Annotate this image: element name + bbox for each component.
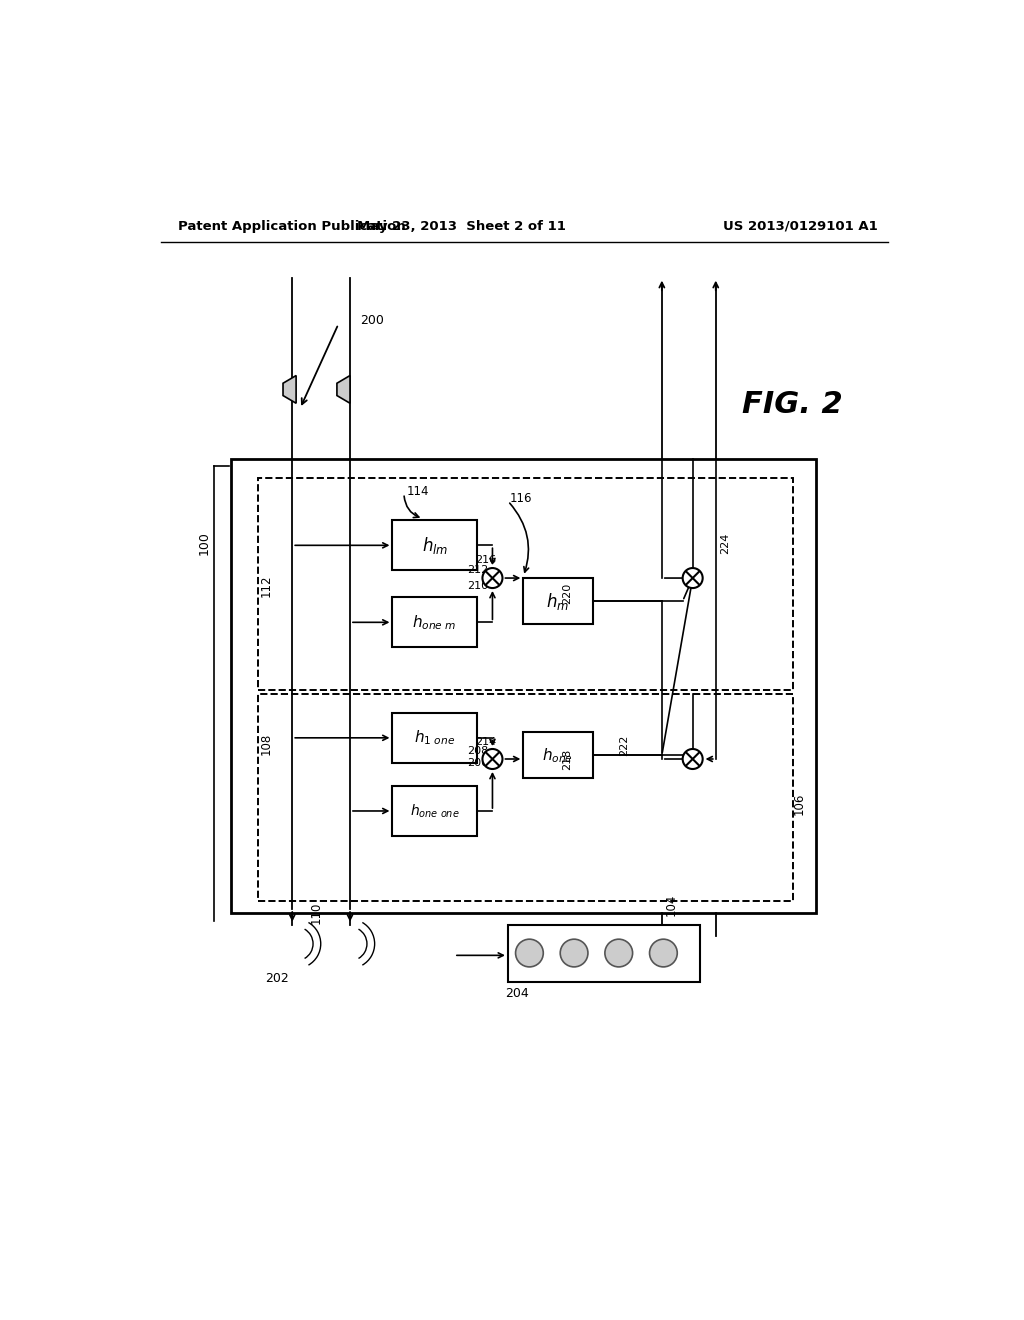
Bar <box>230 459 816 913</box>
Text: $h_{lm}$: $h_{lm}$ <box>422 535 447 556</box>
Text: $h_m$: $h_m$ <box>547 590 569 611</box>
Text: Patent Application Publication: Patent Application Publication <box>178 219 407 232</box>
Bar <box>523 733 593 779</box>
Polygon shape <box>337 376 350 404</box>
Circle shape <box>560 940 588 968</box>
Text: 212: 212 <box>467 565 488 576</box>
Text: 224: 224 <box>720 533 730 554</box>
Circle shape <box>482 748 503 770</box>
Circle shape <box>515 940 544 968</box>
Bar <box>508 924 700 982</box>
Text: 208: 208 <box>467 746 488 756</box>
Text: $h_{one\ m}$: $h_{one\ m}$ <box>413 612 457 632</box>
Text: 114: 114 <box>407 484 429 498</box>
Text: FIG. 2: FIG. 2 <box>742 391 843 420</box>
Circle shape <box>683 568 702 589</box>
Text: 100: 100 <box>198 532 210 556</box>
Polygon shape <box>283 376 296 404</box>
Bar <box>258 478 793 689</box>
Text: 214: 214 <box>475 737 497 747</box>
Text: $h_{one}$: $h_{one}$ <box>543 746 573 764</box>
Text: 216: 216 <box>475 556 497 565</box>
Bar <box>392 598 477 647</box>
Text: $h_{1\ one}$: $h_{1\ one}$ <box>414 729 456 747</box>
Text: 200: 200 <box>360 314 384 326</box>
Bar <box>392 785 477 836</box>
Text: 206: 206 <box>467 758 488 768</box>
Text: 220: 220 <box>562 583 571 605</box>
Text: 108: 108 <box>260 733 273 755</box>
Bar <box>523 578 593 624</box>
Text: 210: 210 <box>467 581 488 591</box>
Bar <box>392 713 477 763</box>
Text: May 23, 2013  Sheet 2 of 11: May 23, 2013 Sheet 2 of 11 <box>357 219 566 232</box>
Text: 106: 106 <box>793 792 806 814</box>
Circle shape <box>605 940 633 968</box>
Text: 204: 204 <box>506 987 529 1001</box>
Text: 112: 112 <box>260 574 273 597</box>
Text: US 2013/0129101 A1: US 2013/0129101 A1 <box>723 219 878 232</box>
Circle shape <box>649 940 677 968</box>
Bar <box>258 693 793 902</box>
Text: 110: 110 <box>309 902 323 924</box>
Bar <box>392 520 477 570</box>
Text: 218: 218 <box>562 748 571 770</box>
Circle shape <box>482 568 503 589</box>
Text: 222: 222 <box>618 734 629 756</box>
Text: $h_{one\ one}$: $h_{one\ one}$ <box>410 803 460 820</box>
Text: 116: 116 <box>510 492 532 506</box>
Text: 202: 202 <box>265 972 289 985</box>
Text: 104: 104 <box>665 894 678 916</box>
Circle shape <box>683 748 702 770</box>
